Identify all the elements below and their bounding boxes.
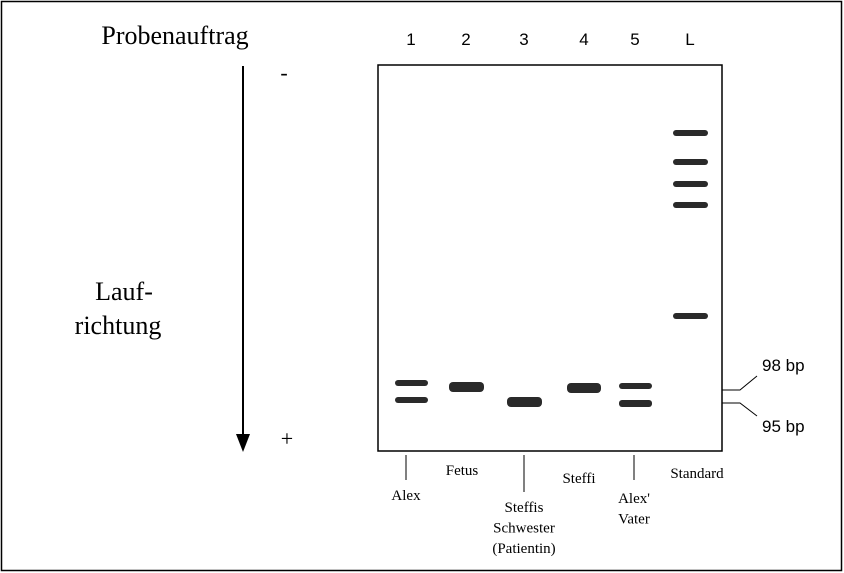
band	[619, 400, 652, 407]
gel-figure: Probenauftrag Lauf- richtung - + 98 bp 9…	[0, 0, 844, 573]
direction-label: richtung	[75, 311, 162, 340]
band	[673, 130, 708, 136]
plus-sign: +	[281, 426, 293, 451]
band	[449, 382, 484, 392]
band	[673, 202, 708, 208]
minus-sign: -	[280, 60, 287, 85]
lane-number: 5	[630, 30, 639, 49]
lane-number: 1	[406, 30, 415, 49]
lane-label: Fetus	[446, 463, 479, 479]
direction-label: Lauf-	[95, 277, 153, 306]
band	[619, 383, 652, 389]
band	[673, 313, 708, 319]
gel	[378, 65, 722, 451]
lane-number: 3	[519, 30, 528, 49]
lane-label: Steffis	[505, 500, 544, 516]
marker-line	[722, 376, 757, 390]
band	[395, 397, 428, 403]
marker-label: 98 bp	[762, 356, 805, 375]
band	[673, 159, 708, 165]
lane-label: Standard	[670, 466, 724, 482]
lane-label: Alex'	[618, 491, 650, 507]
lane-number: L	[685, 30, 694, 49]
band	[395, 380, 428, 386]
lane-label: Alex	[391, 488, 421, 504]
lane-label: Vater	[618, 512, 650, 528]
marker-line	[722, 403, 757, 416]
marker-label: 95 bp	[762, 417, 805, 436]
lane-label: Schwester	[493, 521, 555, 537]
lane-number: 4	[579, 30, 588, 49]
band	[673, 181, 708, 187]
title: Probenauftrag	[101, 21, 248, 50]
band	[507, 397, 542, 407]
band	[567, 383, 601, 393]
arrow-head	[236, 434, 250, 452]
lane-label: Steffi	[562, 471, 595, 487]
lane-label: (Patientin)	[492, 541, 555, 557]
lane-number: 2	[461, 30, 470, 49]
